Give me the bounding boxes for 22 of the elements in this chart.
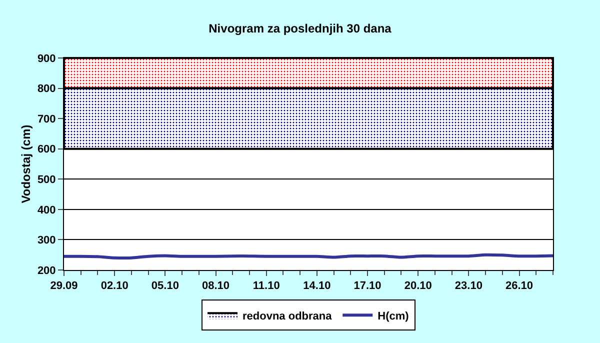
y-tick-label: 700	[37, 113, 56, 126]
chart-title: Nivogram za poslednjih 30 dana	[208, 21, 392, 36]
x-tick-label: 08.10	[202, 280, 230, 292]
x-tick-label: 26.10	[506, 280, 534, 292]
y-tick-label: 400	[37, 204, 56, 216]
y-tick-label: 800	[37, 83, 56, 96]
legend-label: H(cm)	[378, 310, 410, 322]
x-tick-label: 20.10	[404, 280, 432, 292]
x-tick-label: 11.10	[252, 280, 280, 292]
y-tick-label: 300	[37, 234, 56, 247]
x-tick-label: 17.10	[354, 280, 382, 292]
x-tick-label: 29.09	[50, 280, 78, 292]
y-axis-title: Vodostaj (cm)	[19, 124, 33, 204]
y-tick-label: 200	[37, 264, 56, 277]
y-tick-label: 900	[37, 52, 56, 65]
x-tick-label: 14.10	[303, 280, 331, 292]
legend-label: redovna odbrana	[242, 310, 333, 322]
y-tick-label: 600	[37, 144, 56, 156]
x-tick-label: 02.10	[100, 280, 128, 292]
x-tick-label: 05.10	[151, 280, 179, 292]
y-tick-label: 500	[37, 174, 56, 186]
x-tick-label: 23.10	[454, 280, 482, 292]
